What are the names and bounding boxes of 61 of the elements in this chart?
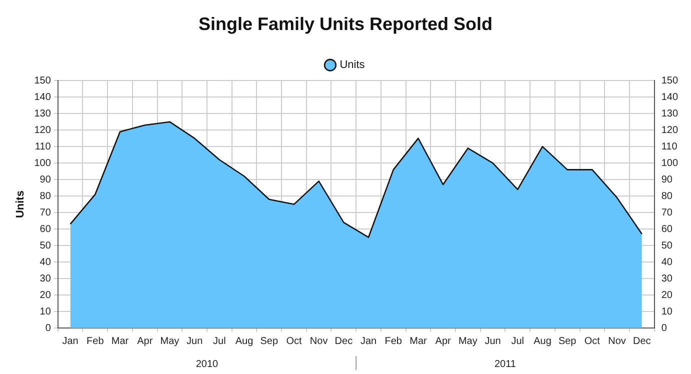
y-tick-label: 70 [40,207,52,218]
y-axis-title: Units [14,190,27,218]
y-tick-label: 20 [40,290,52,301]
x-tick-label: Oct [584,336,600,347]
y-tick-label: 30 [40,273,52,284]
x-tick-label: Dec [632,336,651,347]
y2-tick-label: 90 [661,174,673,186]
x-tick-label: Apr [137,336,154,347]
text: 2011 [494,358,516,370]
y2-tick-label: 80 [661,190,673,202]
y-tick-label: 130 [34,108,52,120]
y2-tick-label: 130 [661,108,678,120]
y2-tick-label: 20 [661,290,673,301]
x-tick-label: Nov [608,336,626,347]
y-tick-label: 110 [34,141,52,152]
x-tick-label: Jan [360,336,377,347]
x-tick-label: Apr [435,336,452,347]
y-tick-label: 60 [40,224,52,235]
x-tick-label: Jan [62,336,78,347]
y-tick-label: 150 [34,75,52,86]
y2-tick-label: 70 [661,207,673,218]
y2-tick-label: 60 [661,224,673,235]
x-tick-label: Aug [534,336,552,347]
y2-tick-label: 10 [661,306,673,318]
y-tick-label: 140 [34,92,52,103]
y-tick-label: 10 [40,306,52,318]
y2-tick-label: 120 [661,124,678,136]
y-tick-label: 120 [34,124,52,136]
y2-tick-label: 110 [661,141,678,152]
y2-tick-label: 40 [661,256,673,268]
y-tick-label: 100 [34,158,52,169]
x-tick-label: May [458,336,478,347]
y2-tick-label: 100 [661,158,678,169]
y2-tick-label: 30 [661,273,673,284]
x-tick-label: Feb [86,336,104,347]
legend-label: Units [340,59,366,72]
y-tick-label: 90 [40,174,52,186]
y-tick-label: 50 [40,240,52,252]
y2-tick-label: 0 [661,322,668,334]
text: 2010 [196,358,219,370]
x-tick-label: Feb [384,336,402,347]
y2-tick-label: 150 [661,75,678,86]
x-tick-label: May [160,336,180,347]
x-tick-label: Sep [260,336,278,347]
x-tick-label: Mar [111,336,130,347]
x-tick-label: Nov [310,336,328,347]
x-tick-label: Dec [334,336,353,347]
x-tick-label: Oct [286,336,302,347]
chart-title: Single Family Units Reported Sold [198,14,493,34]
x-tick-label: Aug [235,336,254,347]
x-tick-label: Jun [186,336,203,347]
x-tick-label: Jul [213,336,226,347]
y-tick-label: 80 [40,190,52,202]
y-tick-label: 0 [45,322,52,334]
x-tick-label: Mar [410,336,428,347]
y2-tick-label: 140 [661,92,678,103]
y2-tick-label: 50 [661,240,673,252]
x-tick-label: Sep [558,336,577,347]
x-tick-label: Jun [484,336,501,347]
y-tick-label: 40 [40,256,52,268]
x-tick-label: Jul [511,336,524,347]
